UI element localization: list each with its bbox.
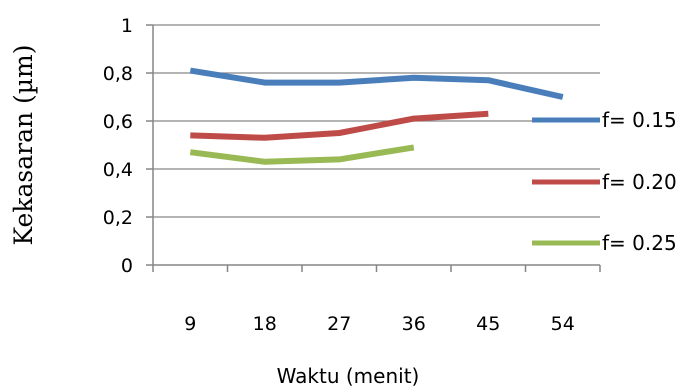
legend-label-2: f= 0.20: [602, 170, 677, 194]
legend-label-1: f= 0.15: [602, 108, 677, 132]
y-tick-label: 1: [121, 15, 133, 37]
gridlines: [153, 24, 600, 218]
series-line-1: [189, 67, 564, 100]
series-lines: [189, 67, 564, 165]
y-tick-label: 0,2: [103, 207, 133, 229]
series-line-2: [190, 110, 489, 141]
y-tick-label: 0,8: [103, 63, 133, 85]
y-tick-label: 0,6: [103, 111, 133, 133]
x-tick-label: 18: [253, 313, 277, 335]
legend: f= 0.15 f= 0.20 f= 0.25: [532, 108, 677, 255]
y-axis-label: Kekasaran (µm): [9, 45, 38, 246]
x-tick-label: 9: [184, 313, 196, 335]
y-axis-ticks: 0 0,2 0,4 0,6 0,8 1: [103, 15, 153, 277]
x-tick-label: 54: [551, 313, 575, 335]
y-tick-label: 0: [121, 255, 133, 277]
x-axis-ticks: 9 18 27 36 45 54: [152, 265, 601, 335]
series-line-3: [189, 144, 415, 165]
x-tick-label: 27: [327, 313, 351, 335]
x-tick-label: 36: [402, 313, 426, 335]
x-axis-label: Waktu (menit): [277, 364, 420, 388]
x-tick-label: 45: [476, 313, 500, 335]
y-tick-label: 0,4: [103, 159, 133, 181]
legend-label-3: f= 0.25: [602, 231, 677, 255]
